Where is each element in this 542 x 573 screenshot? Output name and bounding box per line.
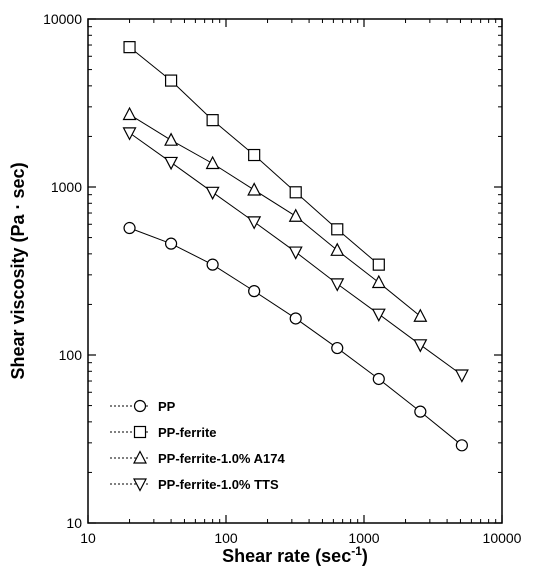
legend: PP PP-ferrite PP-ferrite-1.0% A174 PP-ferri…: [110, 399, 285, 492]
series-line-segment: [295, 318, 338, 349]
series-line-segment: [170, 243, 213, 266]
series-line-segment: [129, 132, 172, 163]
data-point: [164, 156, 179, 171]
series-line-segment: [212, 119, 255, 156]
y-tick-label: 10: [66, 515, 82, 531]
legend-label: PP: [158, 399, 176, 414]
data-point: [413, 339, 428, 353]
y-axis-label: Shear viscosity (Pa · sec): [8, 162, 28, 379]
series-line-segment: [253, 189, 296, 217]
series-3: [122, 106, 428, 322]
data-point: [414, 405, 427, 418]
y-tick-label: 1000: [51, 179, 82, 195]
data-point: [247, 182, 262, 196]
series-line-segment: [295, 215, 338, 251]
series-line-segment: [170, 80, 213, 121]
legend-label: PP-ferrite-1.0% TTS: [158, 477, 279, 492]
series-line-segment: [170, 139, 213, 164]
axis-ticks: 10 100 1000 10000 10 100 1000 10000: [43, 11, 522, 546]
series-line-segment: [378, 282, 421, 317]
series-layer: [122, 41, 469, 452]
data-point: [330, 242, 345, 256]
data-point: [331, 223, 344, 236]
data-point: [288, 208, 303, 222]
data-point: [248, 285, 261, 298]
data-point: [164, 74, 178, 87]
data-point: [372, 372, 385, 386]
x-tick-label: 10000: [483, 530, 522, 546]
series-line-segment: [129, 114, 172, 141]
data-point: [206, 114, 219, 127]
series-2: [123, 41, 385, 271]
data-point: [413, 308, 428, 322]
data-point: [123, 221, 136, 235]
data-point: [454, 369, 469, 383]
series-line-segment: [253, 221, 297, 253]
series-line-segment: [336, 249, 380, 283]
x-tick-label: 10: [80, 530, 96, 546]
series-line-segment: [170, 162, 213, 193]
data-point: [205, 155, 220, 170]
data-point: [164, 132, 179, 146]
plot-frame: [87, 18, 503, 524]
data-point: [122, 127, 137, 141]
data-point: [371, 274, 386, 289]
legend-marker: [133, 425, 147, 439]
x-tick-label: 100: [214, 530, 238, 546]
data-point: [122, 106, 137, 121]
legend-marker: [133, 450, 147, 464]
data-point: [289, 186, 302, 199]
data-point: [248, 148, 261, 162]
data-point: [455, 439, 468, 452]
series-line-segment: [253, 290, 296, 319]
data-point: [289, 312, 302, 325]
data-point: [247, 216, 262, 230]
data-point: [371, 308, 386, 322]
data-point: [206, 258, 219, 271]
legend-marker: [133, 478, 147, 492]
series-1: [123, 221, 468, 452]
series-line-segment: [295, 251, 338, 285]
series-line-segment: [253, 154, 297, 193]
data-point: [331, 341, 344, 355]
y-tick-label: 100: [59, 347, 83, 363]
x-tick-label: 1000: [348, 530, 379, 546]
series-line-segment: [336, 283, 380, 315]
y-tick-label: 10000: [43, 11, 82, 27]
x-axis-label: Shear rate (sec-1): [222, 544, 368, 566]
data-point: [330, 278, 345, 292]
series-line-segment: [420, 344, 463, 376]
legend-marker: [133, 399, 147, 413]
series-line-segment: [295, 191, 338, 230]
series-line-segment: [212, 163, 255, 191]
series-line-segment: [336, 347, 380, 380]
series-4: [122, 127, 469, 383]
series-line-segment: [378, 378, 421, 413]
data-point: [372, 258, 385, 271]
data-point: [123, 41, 136, 54]
data-point: [205, 186, 220, 201]
data-point: [164, 237, 178, 250]
series-line-segment: [129, 227, 172, 245]
legend-label: PP-ferrite: [158, 425, 217, 440]
series-line-segment: [378, 313, 421, 346]
data-point: [288, 246, 303, 260]
series-line-segment: [129, 46, 172, 81]
series-line-segment: [336, 228, 380, 266]
series-line-segment: [212, 191, 255, 223]
series-line-segment: [212, 264, 255, 292]
legend-label: PP-ferrite-1.0% A174: [158, 451, 285, 466]
series-line-segment: [420, 411, 463, 446]
